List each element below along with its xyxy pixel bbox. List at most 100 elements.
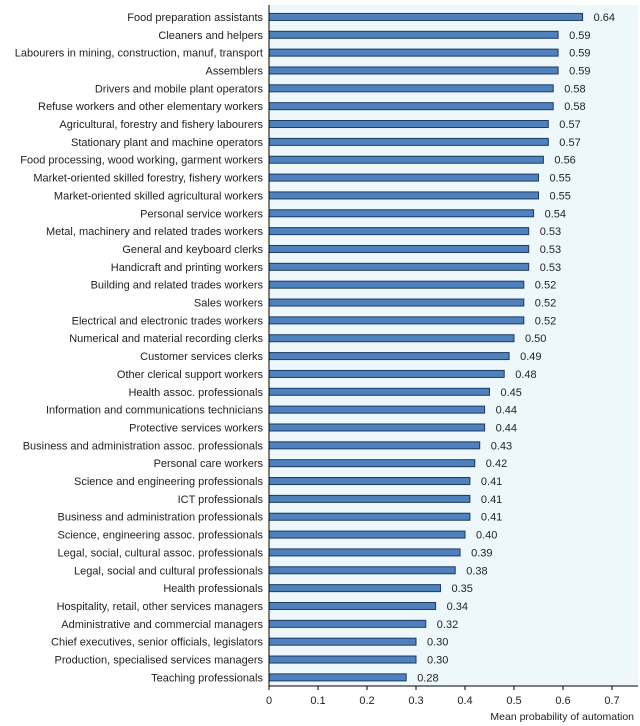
category-label: Market-oriented skilled forestry, fisher… <box>33 173 263 185</box>
category-label: Labourers in mining, construction, manuf… <box>15 48 263 60</box>
category-label: Business and administration professional… <box>58 512 264 524</box>
value-label: 0.53 <box>540 226 561 238</box>
bar <box>268 30 559 39</box>
bar <box>268 244 530 253</box>
bar <box>268 262 530 271</box>
bar <box>268 512 471 521</box>
category-label: Handicraft and printing workers <box>111 262 264 274</box>
bar <box>268 84 554 93</box>
bar <box>268 102 554 111</box>
bar <box>268 66 559 75</box>
category-label: Food preparation assistants <box>127 12 263 24</box>
bar <box>268 459 476 468</box>
value-label: 0.28 <box>417 672 438 684</box>
category-label: Refuse workers and other elementary work… <box>38 101 263 113</box>
category-label: Drivers and mobile plant operators <box>95 83 264 95</box>
value-label: 0.49 <box>520 351 541 363</box>
x-tick-label: 0.3 <box>408 695 423 707</box>
category-label: Metal, machinery and related trades work… <box>46 226 264 238</box>
x-tick-label: 0.5 <box>506 695 521 707</box>
bar <box>268 48 559 57</box>
bar <box>268 584 441 593</box>
value-label: 0.39 <box>471 547 492 559</box>
bar <box>268 334 515 343</box>
category-label: Legal, social and cultural professionals <box>74 565 263 577</box>
value-label: 0.52 <box>535 315 556 327</box>
category-label: Business and administration assoc. profe… <box>23 440 264 452</box>
value-label: 0.55 <box>550 190 571 202</box>
category-label: Personal service workers <box>140 208 263 220</box>
value-label: 0.48 <box>515 369 536 381</box>
bar <box>268 316 525 325</box>
bar <box>268 137 549 146</box>
x-axis-title: Mean probability of automation <box>490 711 634 723</box>
bar <box>268 637 417 646</box>
bar <box>268 155 544 164</box>
bar <box>268 405 486 414</box>
bar <box>268 120 549 129</box>
value-label: 0.57 <box>559 119 580 131</box>
bar <box>268 441 481 450</box>
bar <box>268 209 535 218</box>
category-label: Production, specialised services manager… <box>55 655 264 667</box>
value-label: 0.52 <box>535 298 556 310</box>
value-label: 0.59 <box>569 65 590 77</box>
value-label: 0.52 <box>535 280 556 292</box>
category-label: ICT professionals <box>178 494 264 506</box>
category-label: Hospitality, retail, other services mana… <box>57 601 264 613</box>
value-label: 0.59 <box>569 30 590 42</box>
value-label: 0.41 <box>481 494 502 506</box>
x-tick-label: 0.2 <box>359 695 374 707</box>
category-label: Science, engineering assoc. professional… <box>58 530 264 542</box>
bar <box>268 477 471 486</box>
category-label: Electrical and electronic trades workers <box>72 315 264 327</box>
category-label: Assemblers <box>206 65 264 77</box>
value-label: 0.38 <box>466 565 487 577</box>
bar <box>268 369 505 378</box>
x-tick-label: 0.6 <box>555 695 570 707</box>
category-label: Other clerical support workers <box>117 369 264 381</box>
bar <box>268 673 407 682</box>
bar <box>268 548 461 557</box>
category-label: Chief executives, senior officials, legi… <box>51 637 263 649</box>
bar <box>268 298 525 307</box>
value-label: 0.44 <box>496 422 517 434</box>
category-label: Sales workers <box>194 298 264 310</box>
bar <box>268 530 466 539</box>
value-label: 0.34 <box>447 601 468 613</box>
value-label: 0.55 <box>550 173 571 185</box>
value-label: 0.43 <box>491 440 512 452</box>
value-label: 0.57 <box>559 137 580 149</box>
value-label: 0.53 <box>540 244 561 256</box>
bar <box>268 655 417 664</box>
value-label: 0.40 <box>476 530 497 542</box>
category-label: Science and engineering professionals <box>74 476 263 488</box>
value-label: 0.30 <box>427 655 448 667</box>
x-tick-label: 0.1 <box>310 695 325 707</box>
bar <box>268 601 437 610</box>
value-label: 0.53 <box>540 262 561 274</box>
bar <box>268 173 539 182</box>
category-label: Agricultural, forestry and fishery labou… <box>59 119 263 131</box>
value-label: 0.32 <box>437 619 458 631</box>
value-label: 0.58 <box>564 101 585 113</box>
bar <box>268 227 530 236</box>
value-label: 0.41 <box>481 512 502 524</box>
value-label: 0.64 <box>594 12 615 24</box>
value-label: 0.45 <box>501 387 522 399</box>
bar <box>268 423 486 432</box>
category-label: Building and related trades workers <box>91 280 264 292</box>
bar <box>268 12 584 21</box>
value-label: 0.59 <box>569 48 590 60</box>
category-label: Stationary plant and machine operators <box>71 137 264 149</box>
x-tick-label: 0.7 <box>604 695 619 707</box>
category-label: Numerical and material recording clerks <box>69 333 263 345</box>
category-label: Legal, social, cultural assoc. professio… <box>58 547 264 559</box>
value-label: 0.50 <box>525 333 546 345</box>
value-label: 0.58 <box>564 83 585 95</box>
category-label: Health assoc. professionals <box>128 387 263 399</box>
value-label: 0.41 <box>481 476 502 488</box>
bar <box>268 387 490 396</box>
value-label: 0.35 <box>452 583 473 595</box>
